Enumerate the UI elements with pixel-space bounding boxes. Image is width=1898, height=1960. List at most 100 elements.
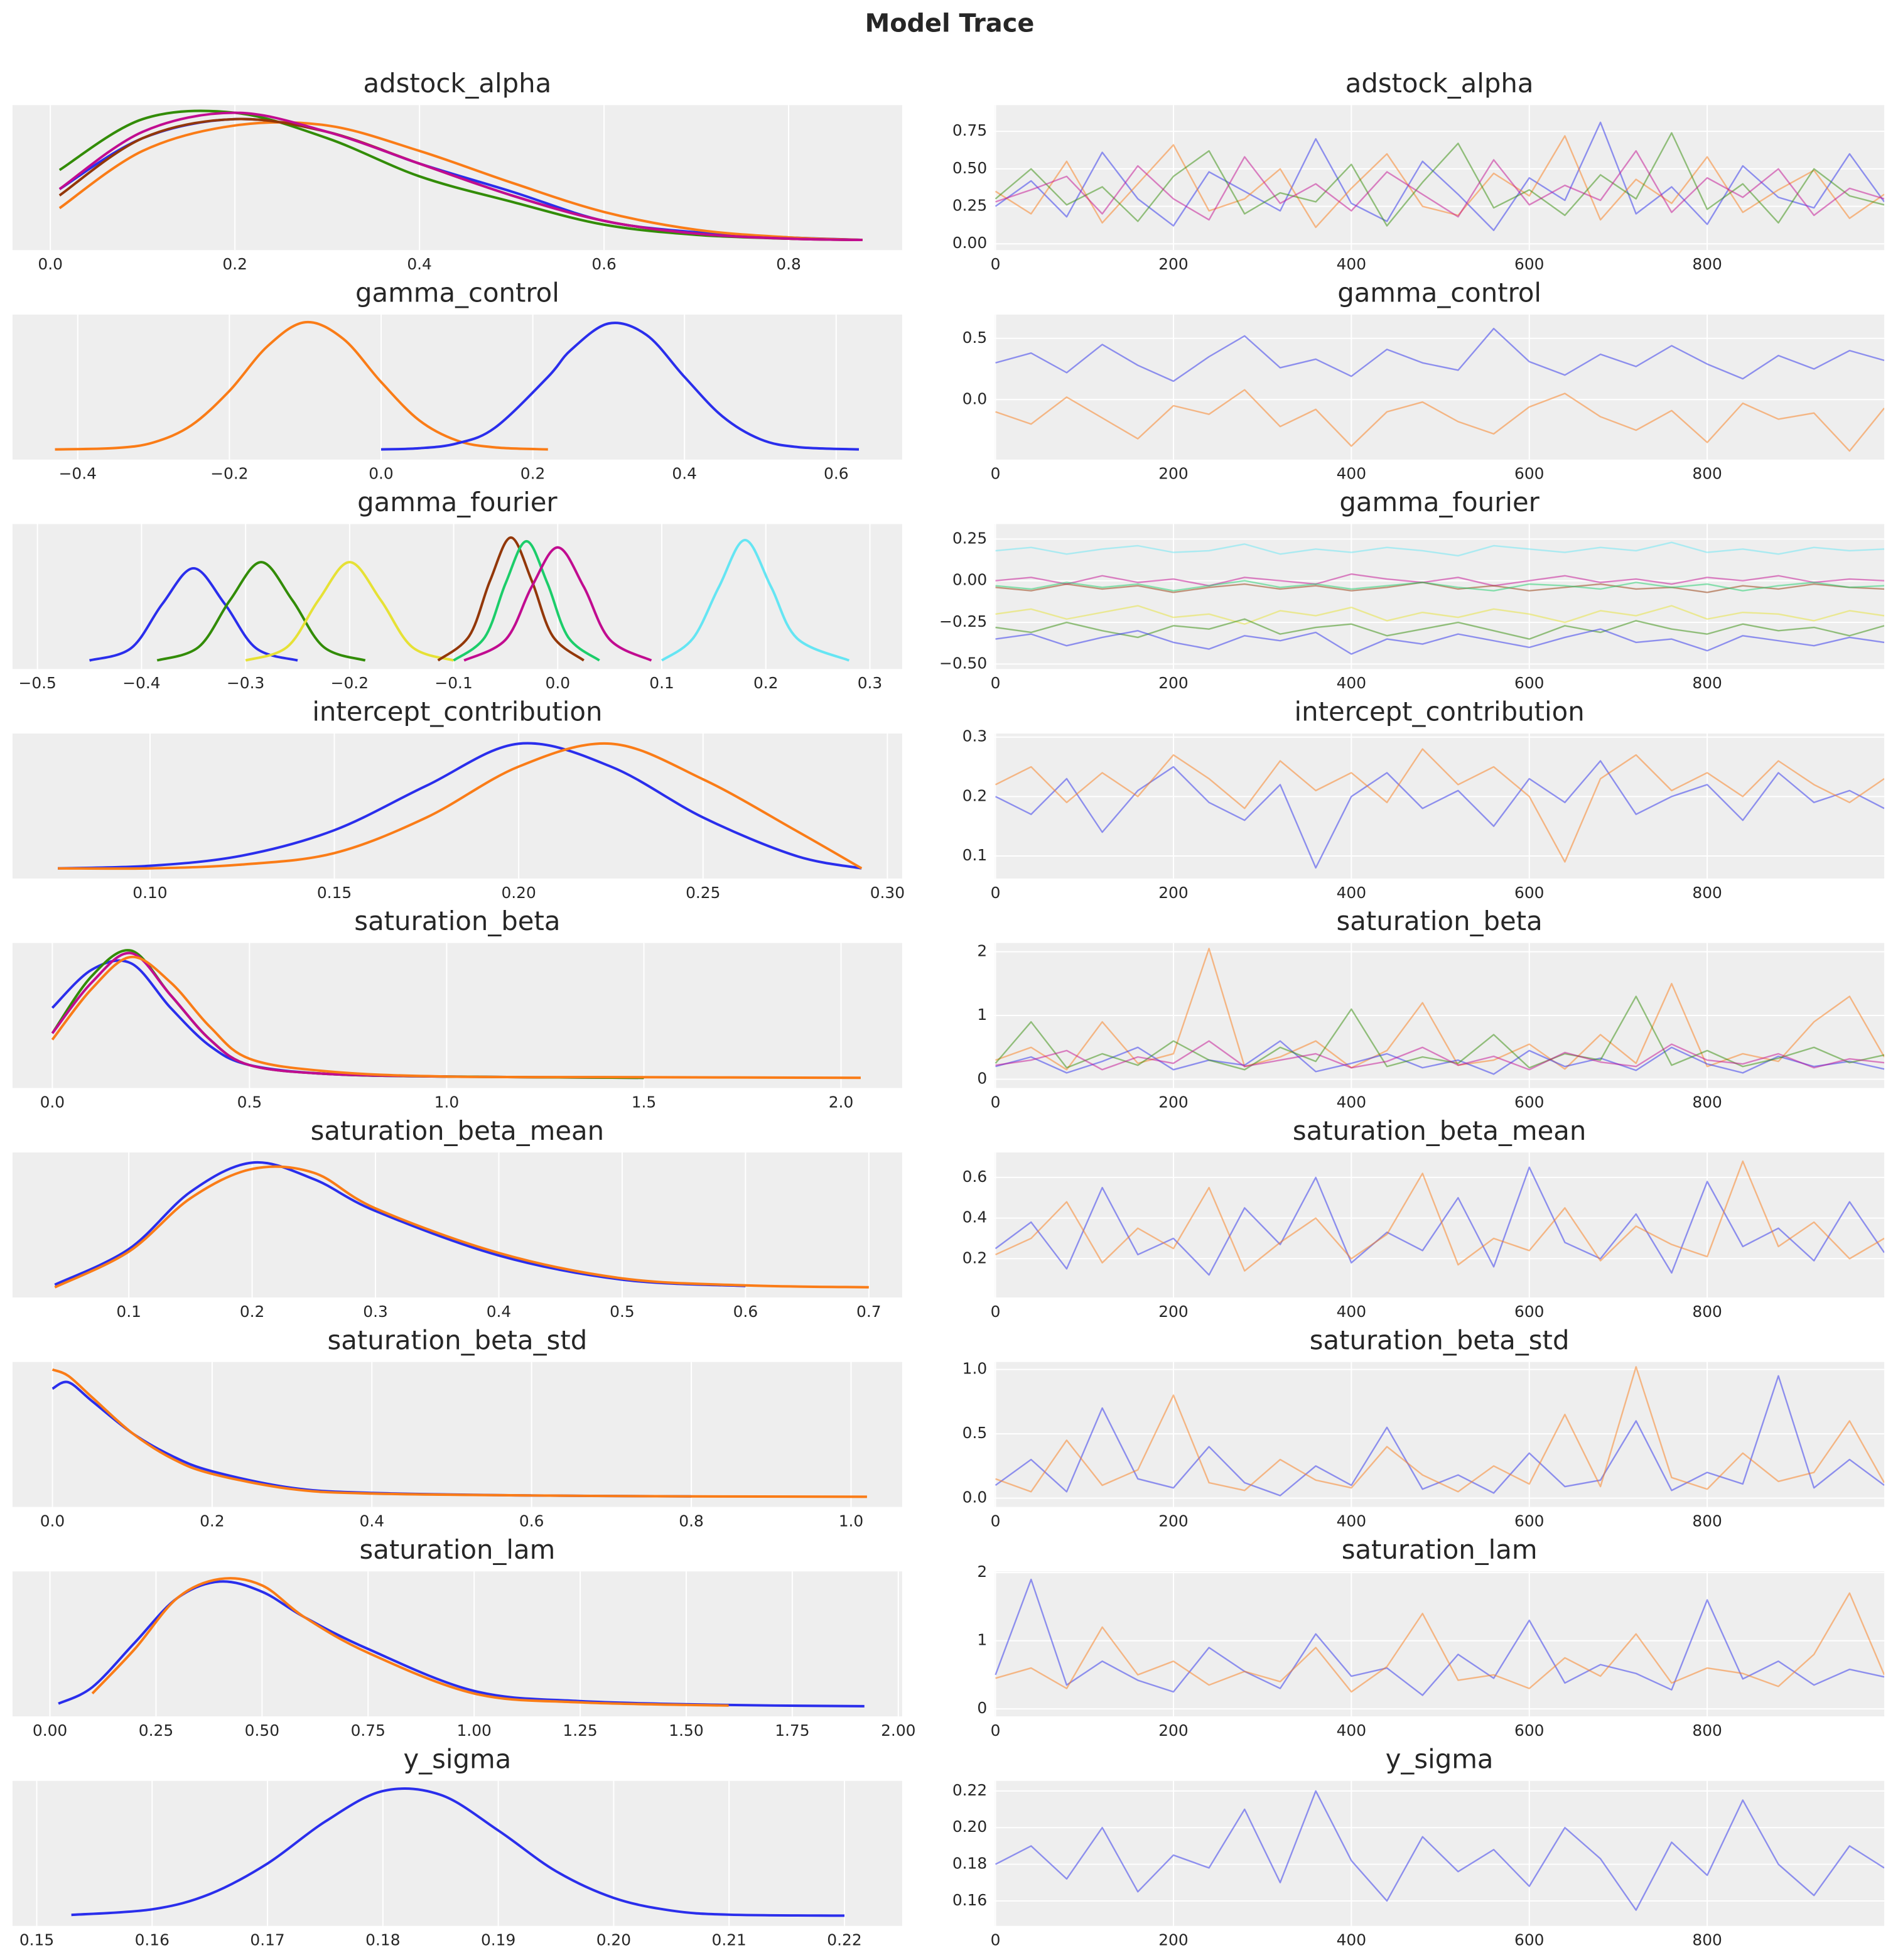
x-tick-label: 0.7: [856, 1302, 882, 1321]
x-tick-label: 600: [1514, 1931, 1544, 1949]
series-line: [995, 389, 1885, 452]
x-tick-label: 600: [1514, 674, 1544, 692]
x-tick-label: −0.1: [434, 674, 472, 692]
subplot-title: saturation_lam: [359, 1534, 555, 1565]
subplot-title: gamma_fourier: [1339, 487, 1539, 517]
plot-area: [12, 1571, 902, 1717]
series-line: [58, 742, 863, 870]
y-tick-label: 0.0: [962, 1488, 988, 1507]
series-line: [995, 618, 1885, 640]
series-group: [71, 1787, 844, 1917]
subplot-title: saturation_beta: [1337, 906, 1543, 936]
x-tick-label: 0.20: [596, 1931, 631, 1949]
subplot: 0.1 0.2 0.3 0.4 0.5 0.6 0.7 saturation_beta_mea…: [12, 1115, 902, 1321]
subplot: 0 200 400 600 800 −0.50 −0.25 0.00 0.25 gamma_fou…: [939, 487, 1885, 692]
x-tick-label: −0.5: [18, 674, 56, 692]
subplot-title: saturation_beta_std: [1310, 1324, 1570, 1355]
x-tick-label: 200: [1158, 674, 1188, 692]
series-line: [995, 1166, 1885, 1276]
y-tick-label: 0.2: [962, 1248, 988, 1267]
y-tick-label: 2: [977, 942, 987, 960]
series-line: [463, 546, 652, 662]
y-tick-label: 0.22: [952, 1781, 987, 1799]
subplot-title: saturation_beta: [354, 906, 560, 936]
x-tick-label: 600: [1514, 465, 1544, 483]
x-tick-label: 2.0: [829, 1093, 854, 1111]
subplot-title: y_sigma: [403, 1743, 511, 1774]
y-tick-label: 0.3: [962, 727, 988, 745]
x-tick-label: 1.0: [434, 1093, 460, 1111]
figure-title: Model Trace: [865, 9, 1035, 38]
x-tick-label: 0.0: [40, 1512, 65, 1530]
subplot: 0.00 0.25 0.50 0.75 1.00 1.25 1.50 1.75 2.00 satu…: [12, 1534, 915, 1740]
y-tick-label: 0.75: [952, 121, 987, 139]
subplot-title: adstock_alpha: [364, 68, 552, 99]
plot-area: [12, 943, 902, 1088]
series-line: [245, 561, 455, 662]
y-tick-label: 0.25: [952, 529, 987, 547]
x-tick-label: 400: [1337, 1931, 1366, 1949]
y-tick-label: 1.0: [962, 1360, 988, 1378]
x-tick-label: 0.0: [546, 674, 571, 692]
y-tick-label: 0.2: [962, 786, 988, 804]
subplot-title: saturation_beta_mean: [1293, 1115, 1587, 1146]
subplot-title: gamma_control: [1337, 278, 1541, 308]
series-line: [51, 1368, 867, 1498]
x-tick-label: 200: [1158, 465, 1188, 483]
x-tick-label: 0.4: [487, 1302, 512, 1321]
subplot: 0.0 0.5 1.0 1.5 2.0 saturation_beta: [12, 906, 902, 1111]
plot-area: [995, 734, 1885, 879]
series-line: [54, 1165, 869, 1289]
series-line: [995, 628, 1885, 655]
x-tick-label: 0: [991, 884, 1001, 902]
y-tick-label: 0.18: [952, 1854, 987, 1873]
series-line: [995, 1592, 1885, 1693]
x-tick-label: 0.10: [132, 884, 167, 902]
x-tick-label: −0.4: [122, 674, 160, 692]
y-tick-label: −0.25: [939, 612, 987, 631]
series-line: [58, 121, 863, 242]
x-tick-label: 400: [1337, 884, 1366, 902]
series-group: [58, 109, 863, 242]
series-line: [156, 561, 366, 662]
x-tick-label: 400: [1337, 1721, 1366, 1740]
subplot-title: gamma_control: [355, 278, 559, 308]
subplot: 0.0 0.2 0.4 0.6 0.8 adstock_alpha: [12, 68, 902, 273]
y-tick-label: 0.00: [952, 234, 987, 252]
series-group: [51, 1368, 867, 1498]
x-tick-label: 200: [1158, 255, 1188, 273]
series-group: [51, 949, 861, 1080]
series-group: [995, 1578, 1885, 1696]
subplot: 0 200 400 600 800 0.16 0.18 0.20 0.22 y_sigma: [952, 1743, 1885, 1949]
x-tick-label: 200: [1158, 1093, 1188, 1111]
x-tick-label: 0.00: [33, 1721, 67, 1740]
subplot: 0 200 400 600 800 0.1 0.2 0.3 intercept_contribu…: [962, 696, 1885, 902]
series-line: [51, 951, 447, 1078]
x-tick-label: 0.1: [116, 1302, 141, 1321]
x-tick-label: 400: [1337, 1093, 1366, 1111]
x-tick-label: 0.3: [858, 674, 883, 692]
y-tick-label: 2: [977, 1562, 987, 1581]
x-tick-label: 0.4: [360, 1512, 385, 1530]
subplot: 0 200 400 600 800 0.2 0.4 0.6 saturation_beta_me…: [962, 1115, 1885, 1321]
y-tick-label: 0.50: [952, 159, 987, 177]
x-tick-label: 0.8: [776, 255, 801, 273]
y-tick-label: 0.20: [952, 1817, 987, 1836]
x-tick-label: 800: [1692, 255, 1722, 273]
x-tick-label: 800: [1692, 465, 1722, 483]
y-tick-label: 0.5: [962, 1424, 988, 1442]
x-tick-label: 400: [1337, 1302, 1366, 1321]
x-tick-label: 800: [1692, 1093, 1722, 1111]
x-tick-label: 0.6: [733, 1302, 758, 1321]
series-group: [995, 748, 1885, 869]
y-tick-label: 0: [977, 1699, 987, 1717]
subplot-title: saturation_lam: [1342, 1534, 1538, 1565]
x-tick-label: 0.21: [712, 1931, 747, 1949]
x-tick-label: 0: [991, 1931, 1001, 1949]
y-tick-label: 0.25: [952, 197, 987, 215]
series-line: [661, 538, 850, 662]
subplot: 0 200 400 600 800 0 1 2 saturation_beta: [977, 906, 1885, 1111]
x-tick-label: 0.2: [222, 255, 247, 273]
y-tick-label: −0.50: [939, 654, 987, 672]
